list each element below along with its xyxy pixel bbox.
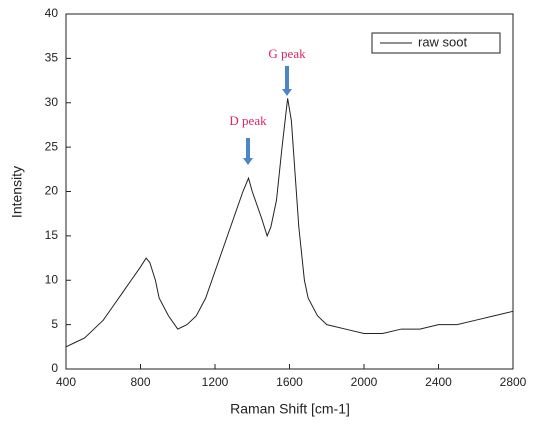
arrow-shaft (285, 66, 289, 90)
y-tick-label: 15 (45, 228, 59, 242)
plot-frame (65, 13, 514, 370)
x-tick-label: 2400 (425, 375, 452, 389)
y-tick-label: 25 (45, 139, 59, 153)
annotation: G peak (268, 46, 306, 61)
x-tick-label: 1200 (202, 375, 229, 389)
y-axis-label: Intensity (9, 166, 25, 218)
x-tick-label: 400 (56, 375, 76, 389)
legend-label: raw soot (418, 34, 468, 49)
y-tick-label: 0 (51, 361, 58, 375)
y-tick-label: 20 (45, 184, 59, 198)
arrow-head (282, 89, 292, 96)
arrow-shaft (246, 138, 250, 159)
x-tick-label: 2800 (500, 375, 527, 389)
x-tick-label: 800 (130, 375, 150, 389)
y-tick-label: 40 (45, 6, 59, 20)
arrow-head (243, 158, 253, 165)
x-axis-label: Raman Shift [cm-1] (230, 401, 350, 417)
data-line (65, 98, 514, 348)
annotation: D peak (229, 113, 267, 128)
y-tick-label: 30 (45, 95, 59, 109)
legend-box (371, 32, 501, 54)
y-tick-label: 5 (51, 317, 58, 331)
x-tick-label: 2000 (351, 375, 378, 389)
y-tick-label: 35 (45, 51, 59, 65)
x-tick-label: 1600 (276, 375, 303, 389)
y-tick-label: 10 (45, 272, 59, 286)
